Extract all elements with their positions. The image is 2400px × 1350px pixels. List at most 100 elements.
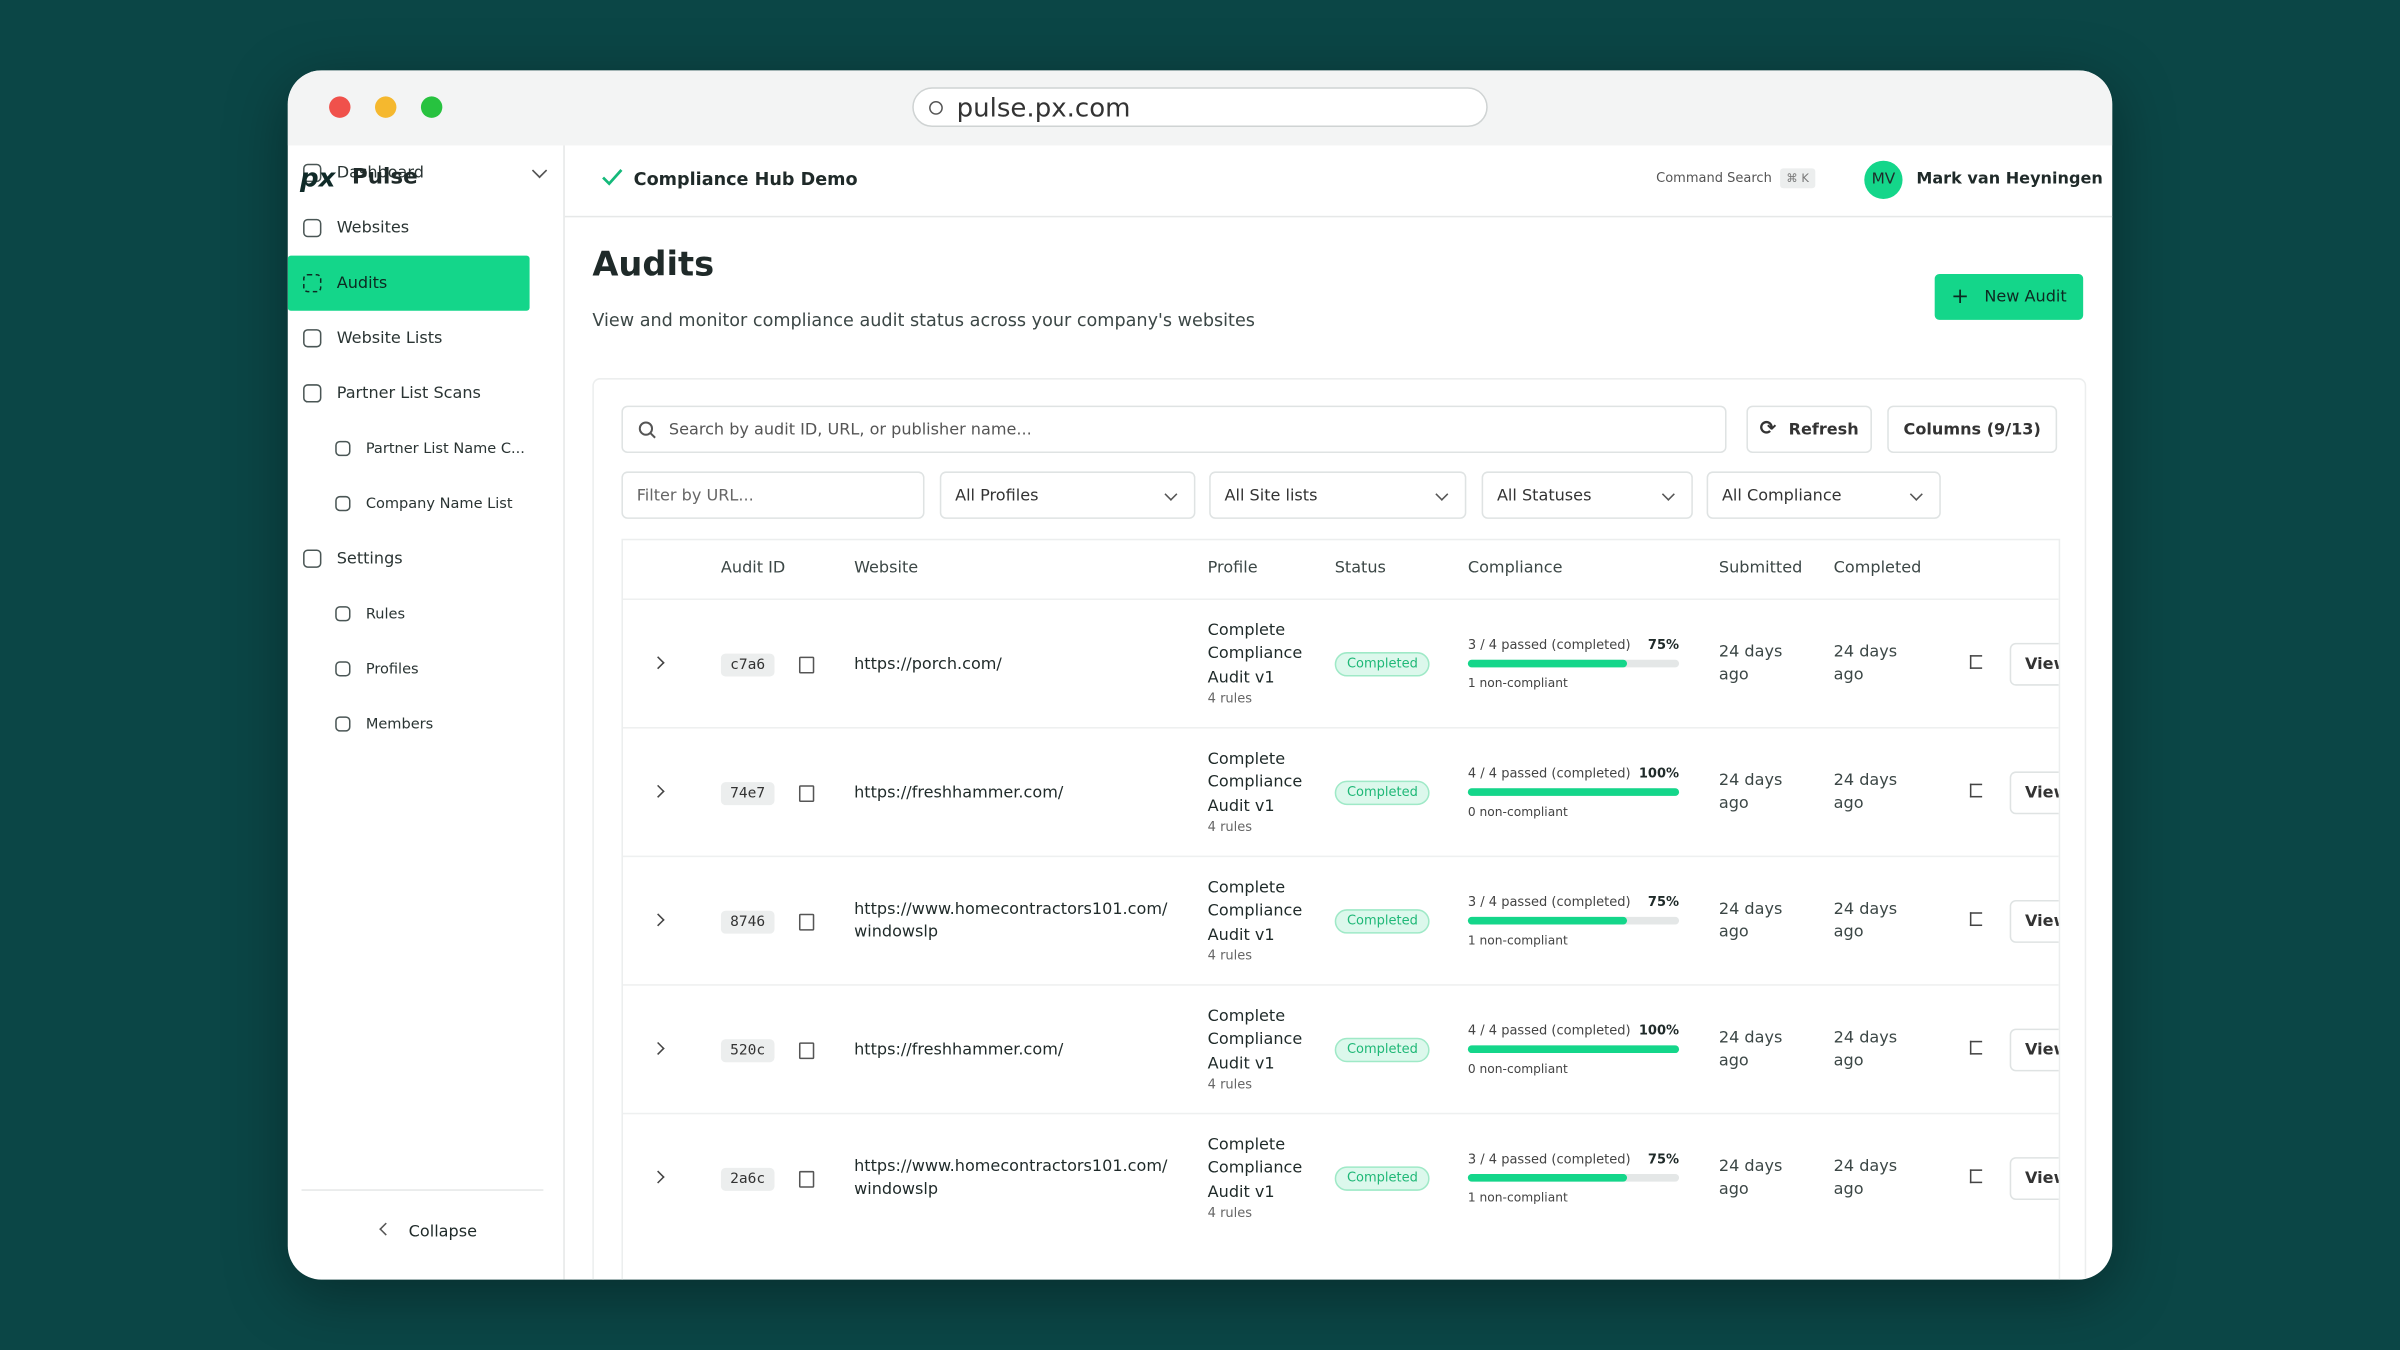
website-cell: https://freshhammer.com/: [854, 986, 1183, 1115]
audit-id: 2a6c: [720, 1167, 775, 1191]
profile-cell: Complete Compliance Audit v1 4 rules: [1208, 1114, 1306, 1243]
nav-icon: [335, 661, 351, 677]
profile-cell: Complete Compliance Audit v1 4 rules: [1208, 857, 1306, 986]
nav-item[interactable]: Websites: [288, 201, 530, 256]
view-button[interactable]: View: [2009, 642, 2059, 686]
nav-item[interactable]: Partner List Scans: [288, 163, 548, 421]
website-link[interactable]: https://www.homecontractors101.com/: [854, 1157, 1168, 1176]
nav-item[interactable]: Company Name List: [288, 476, 530, 531]
compliance-track: [1467, 659, 1680, 668]
website-link[interactable]: https://freshhammer.com/: [854, 782, 1064, 802]
column-header: Compliance: [1467, 558, 1563, 578]
new-audit-button[interactable]: + New Audit: [1934, 273, 2084, 320]
card: Search by audit ID, URL, or publisher na…: [592, 378, 2087, 1280]
avatar[interactable]: MV: [1864, 160, 1903, 199]
expand-chevron[interactable]: [651, 1170, 665, 1184]
nav-item[interactable]: Partner List Name C...: [288, 421, 530, 476]
profile-cell: Complete Compliance Audit v1 4 rules: [1208, 729, 1306, 858]
profile-name: Complete Compliance Audit v1: [1207, 621, 1303, 687]
view-button[interactable]: View: [2009, 771, 2059, 815]
filter-select[interactable]: All Profiles: [939, 471, 1196, 519]
logo: px: [299, 163, 336, 195]
flag-icon[interactable]: [1969, 655, 1983, 669]
copy-icon[interactable]: [798, 913, 815, 930]
nav-item[interactable]: Rules: [288, 586, 530, 641]
nav-label: Company Name List: [365, 495, 513, 512]
filter-select[interactable]: All Statuses: [1481, 471, 1693, 519]
flag-icon[interactable]: [1969, 1040, 1983, 1055]
view-button[interactable]: View: [2009, 899, 2059, 943]
nav-item[interactable]: Settings: [288, 163, 548, 586]
expand-chevron[interactable]: [651, 913, 665, 927]
view-label: View: [2024, 1040, 2059, 1060]
compliance-percent: 100%: [1638, 1023, 1680, 1040]
flag-icon[interactable]: [1969, 912, 1983, 927]
nav-icon: [335, 716, 351, 732]
copy-icon[interactable]: [798, 655, 815, 673]
compliance-percent: 100%: [1638, 766, 1680, 783]
nav-label: Partner List Name C...: [365, 440, 525, 457]
compliance-cell: 3 / 4 passed (completed) 75% 1 non-complia…: [1467, 1114, 1680, 1243]
submitted: 24 days ago: [1718, 642, 1783, 685]
view-label: View: [2024, 912, 2059, 931]
maximize-dot[interactable]: [420, 96, 443, 118]
website-cell: https://www.homecontractors101.com/windo…: [854, 1114, 1183, 1243]
copy-icon[interactable]: [798, 1041, 815, 1059]
flag-icon[interactable]: [1969, 1169, 1983, 1184]
refresh-button[interactable]: ⟳ Refresh: [1746, 405, 1872, 454]
columns-button[interactable]: Columns (9/13): [1887, 405, 2058, 454]
view-label: View: [2024, 655, 2059, 674]
page-subtitle: View and monitor compliance audit status…: [592, 309, 1255, 331]
nav-item[interactable]: Website Lists: [288, 311, 530, 366]
view-button[interactable]: View: [2009, 1028, 2059, 1072]
website-link[interactable]: https://freshhammer.com/: [854, 1040, 1064, 1059]
nav-item[interactable]: Members: [288, 696, 530, 751]
profile-name: Complete Compliance Audit v1: [1207, 1135, 1303, 1202]
close-dot[interactable]: [329, 96, 351, 118]
filter-select[interactable]: All Site lists: [1209, 471, 1467, 519]
copy-icon[interactable]: [798, 1170, 815, 1187]
compliance-cell: 4 / 4 passed (completed) 100% 0 non-compli…: [1467, 986, 1680, 1115]
website-link[interactable]: https://www.homecontractors101.com/: [854, 899, 1168, 919]
chevron: [531, 163, 548, 179]
nav-item[interactable]: Dashboard: [288, 145, 530, 200]
rule-count: 4 rules: [1207, 692, 1253, 708]
check-icon: [602, 168, 623, 186]
expand-chevron[interactable]: [651, 1041, 665, 1055]
copy-icon[interactable]: [798, 784, 815, 802]
filter-label: All Statuses: [1496, 485, 1592, 505]
expand-chevron[interactable]: [651, 656, 665, 670]
compliance-track: [1467, 788, 1680, 796]
non-compliant-count: 1 non-compliant: [1467, 1190, 1568, 1205]
collapse-button[interactable]: Collapse: [408, 1222, 477, 1242]
website-link[interactable]: windowslp: [854, 1180, 939, 1199]
user-name[interactable]: Mark van Heyningen: [1916, 169, 2103, 189]
divider: [301, 1189, 544, 1191]
non-compliant-count: 0 non-compliant: [1467, 805, 1568, 819]
url-filter-placeholder: Filter by URL...: [636, 485, 754, 505]
website-link[interactable]: https://porch.com/: [854, 654, 1002, 673]
view-button[interactable]: View: [2009, 1157, 2059, 1200]
audit-id: 8746: [720, 909, 775, 933]
search-input[interactable]: Search by audit ID, URL, or publisher na…: [621, 405, 1727, 454]
column-header: Profile: [1207, 558, 1258, 578]
nav-item[interactable]: Audits: [287, 255, 530, 311]
rule-count: 4 rules: [1207, 1206, 1253, 1222]
column-header: Completed: [1833, 558, 1922, 578]
filter-select[interactable]: All Compliance: [1706, 471, 1941, 519]
flag-icon[interactable]: [1969, 783, 1983, 798]
non-compliant-count: 1 non-compliant: [1467, 933, 1568, 948]
command-search[interactable]: Command Search: [1656, 171, 1772, 187]
website-link[interactable]: windowslp: [854, 922, 939, 942]
workspace-name[interactable]: Compliance Hub Demo: [633, 168, 858, 190]
expand-chevron[interactable]: [651, 784, 665, 798]
url-filter[interactable]: Filter by URL...: [621, 471, 925, 519]
url-bar[interactable]: pulse.px.com: [912, 87, 1488, 128]
completed: 24 days ago: [1833, 642, 1898, 685]
nav-item[interactable]: Profiles: [288, 641, 530, 696]
nav: Dashboard Websites Audits Website Lists Part…: [287, 145, 564, 751]
submitted: 24 days ago: [1718, 771, 1783, 813]
minimize-dot[interactable]: [374, 96, 397, 118]
search-placeholder: Search by audit ID, URL, or publisher na…: [668, 420, 1032, 439]
compliance-cell: 3 / 4 passed (completed) 75% 1 non-complia…: [1467, 857, 1680, 986]
